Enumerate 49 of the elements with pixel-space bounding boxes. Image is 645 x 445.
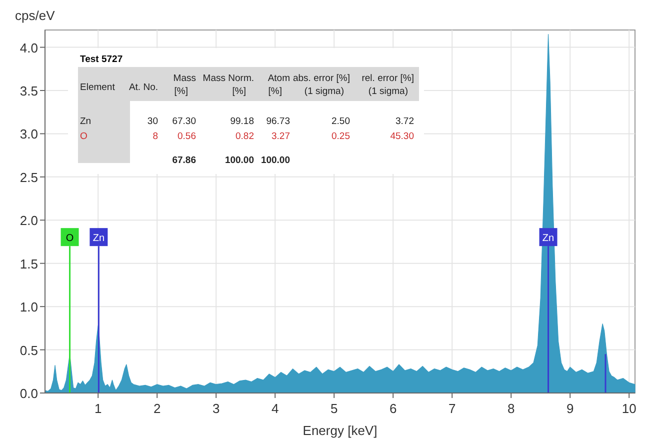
x-tick-label: 4 — [271, 401, 279, 416]
annotation: 67.30 — [172, 116, 196, 127]
annotation: At. No. — [128, 82, 158, 93]
ref-line-label: Zn — [92, 233, 105, 244]
annotation: 100.00 — [224, 155, 254, 166]
annotation: Mass Norm. [%] — [202, 73, 254, 97]
x-axis-title: Energy [keV] — [302, 423, 378, 438]
x-tick-label: 6 — [389, 401, 397, 416]
annotation: Element — [80, 82, 116, 93]
annotation: abs. error [%] (1 sigma) — [292, 73, 350, 97]
ref-line-label: Zn — [542, 233, 554, 244]
annotation: 8 — [152, 131, 158, 142]
y-tick-label: 2.0 — [20, 213, 38, 228]
annotation: rel. error [%] (1 sigma) — [362, 73, 414, 97]
y-tick-label: 3.0 — [20, 126, 38, 142]
annotation: 0.56 — [178, 131, 196, 142]
annotation: 96.73 — [266, 116, 290, 127]
x-tick-label: 7 — [448, 401, 456, 416]
annotation: Test 5727 — [80, 54, 123, 65]
annotation: Zn — [80, 116, 92, 127]
annotation: 0.25 — [332, 131, 350, 142]
y-tick-label: 3.5 — [20, 84, 38, 98]
annotation: 99.18 — [230, 116, 254, 127]
y-tick-label: 0.5 — [20, 342, 38, 358]
annotation: 45.30 — [390, 131, 414, 142]
y-axis-title: cps/eV — [15, 8, 56, 23]
ref-line-label: O — [66, 233, 74, 244]
x-tick-label: 9 — [566, 401, 574, 416]
x-tick-label: 5 — [330, 401, 338, 416]
y-tick-label: 1.0 — [20, 300, 38, 315]
y-tick-label: 0.0 — [20, 386, 38, 401]
annotation: 2.50 — [332, 116, 350, 127]
annotation: Atom [%] — [268, 73, 290, 97]
y-tick-label: 4.0 — [20, 40, 38, 56]
annotation: 3.72 — [396, 116, 414, 127]
annotation: O — [80, 131, 88, 142]
annotation: 0.82 — [236, 131, 254, 142]
x-tick-label: 3 — [212, 401, 220, 416]
annotation: 67.86 — [172, 155, 196, 166]
y-tick-label: 1.5 — [20, 256, 38, 272]
x-tick-label: 8 — [507, 401, 515, 416]
x-tick-label: 2 — [153, 401, 161, 416]
annotation: Mass [%] — [173, 73, 196, 97]
annotation: 3.27 — [272, 131, 290, 142]
y-tick-label: 2.5 — [20, 170, 38, 185]
x-tick-label: 10 — [622, 401, 636, 416]
annotation: 30 — [147, 116, 158, 127]
x-tick-label: 1 — [94, 401, 102, 416]
annotation: 100.00 — [260, 155, 290, 166]
